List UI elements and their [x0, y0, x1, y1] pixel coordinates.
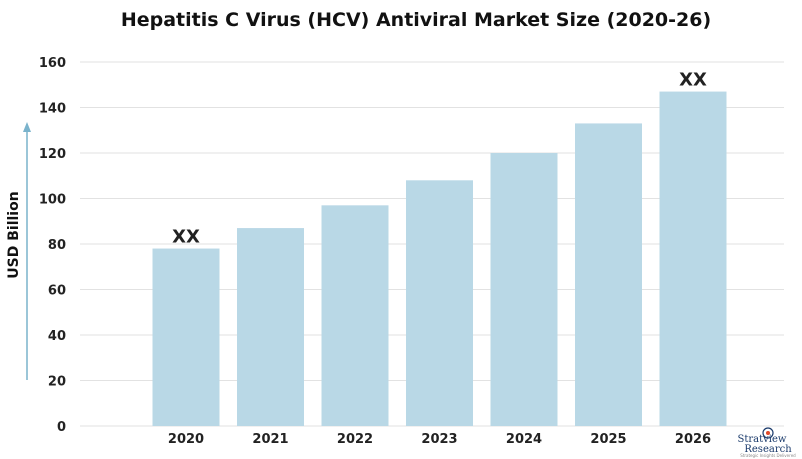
logo-mark-icon [762, 427, 774, 439]
y-tick-label: 120 [39, 147, 66, 162]
bar-2023 [406, 180, 473, 426]
y-axis-arrow [23, 122, 31, 380]
y-tick-label: 40 [48, 329, 66, 344]
chart-title: Hepatitis C Virus (HCV) Antiviral Market… [121, 9, 711, 31]
x-tick-label: 2024 [506, 432, 542, 447]
x-tick-label: 2022 [337, 432, 373, 447]
y-axis-label: USD Billion [6, 191, 22, 278]
logo-dot-icon [766, 431, 770, 435]
logo-line2: Research [744, 444, 792, 455]
x-axis-ticks: 2020 2021 2022 2023 2024 2025 2026 [168, 432, 711, 447]
x-tick-label: 2021 [252, 432, 288, 447]
logo-tagline: Strategic Insights Delivered [740, 453, 796, 458]
data-label-2020: XX [172, 227, 200, 248]
bar-2026 [659, 91, 727, 426]
y-tick-label: 0 [57, 420, 66, 435]
bar-2020 [152, 248, 220, 426]
x-tick-label: 2020 [168, 432, 204, 447]
bar-2025 [575, 123, 642, 427]
x-tick-label: 2025 [590, 432, 626, 447]
data-annotations: XX XX [172, 70, 707, 248]
y-tick-label: 20 [48, 375, 66, 390]
logo-line1: Stratview [738, 434, 787, 445]
bar-2024 [490, 153, 558, 426]
x-tick-label: 2023 [421, 432, 457, 447]
data-label-2026: XX [679, 70, 707, 91]
bars [152, 91, 727, 427]
y-tick-label: 140 [39, 102, 66, 117]
stratview-logo: Stratview Research Strategic Insights De… [738, 427, 796, 458]
bar-2022 [321, 205, 389, 426]
y-tick-label: 80 [48, 238, 66, 253]
y-axis-ticks: 0 20 40 60 80 100 120 140 160 [39, 56, 66, 435]
x-tick-label: 2026 [675, 432, 711, 447]
bar-2021 [237, 228, 304, 426]
y-tick-label: 100 [39, 193, 66, 208]
y-tick-label: 160 [39, 56, 66, 71]
y-tick-label: 60 [48, 284, 66, 299]
